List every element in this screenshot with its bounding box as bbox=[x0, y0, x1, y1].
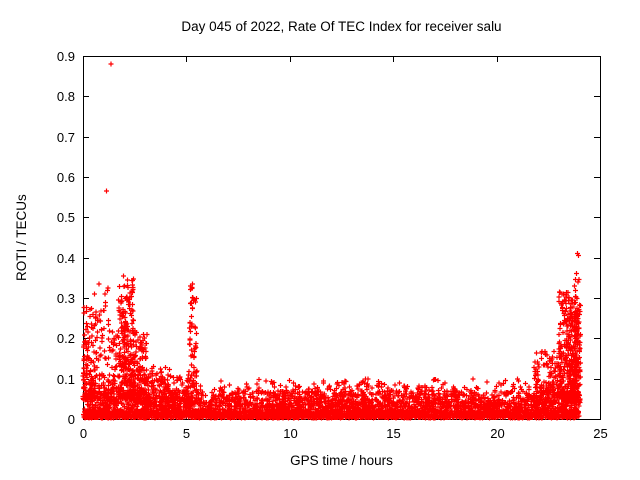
y-tick-label: 0.4 bbox=[57, 251, 75, 266]
y-tick-label: 0.8 bbox=[57, 89, 75, 104]
y-tick-label: 0.7 bbox=[57, 130, 75, 145]
y-tick-label: 0 bbox=[68, 412, 75, 427]
y-tick-label: 0.2 bbox=[57, 331, 75, 346]
y-tick-label: 0.1 bbox=[57, 372, 75, 387]
x-tick-label: 5 bbox=[183, 426, 190, 441]
y-tick-label: 0.9 bbox=[57, 49, 75, 64]
x-tick-label: 10 bbox=[283, 426, 297, 441]
y-tick-label: 0.5 bbox=[57, 210, 75, 225]
scatter-points bbox=[80, 61, 583, 421]
x-tick-label: 0 bbox=[80, 426, 87, 441]
chart-title: Day 045 of 2022, Rate Of TEC Index for r… bbox=[181, 19, 502, 34]
x-tick-label: 15 bbox=[386, 426, 400, 441]
y-tick-label: 0.6 bbox=[57, 170, 75, 185]
y-tick-label: 0.3 bbox=[57, 291, 75, 306]
plot-border bbox=[83, 56, 601, 420]
x-tick-label: 25 bbox=[593, 426, 607, 441]
x-tick-label: 20 bbox=[490, 426, 504, 441]
x-axis-label: GPS time / hours bbox=[290, 453, 393, 468]
